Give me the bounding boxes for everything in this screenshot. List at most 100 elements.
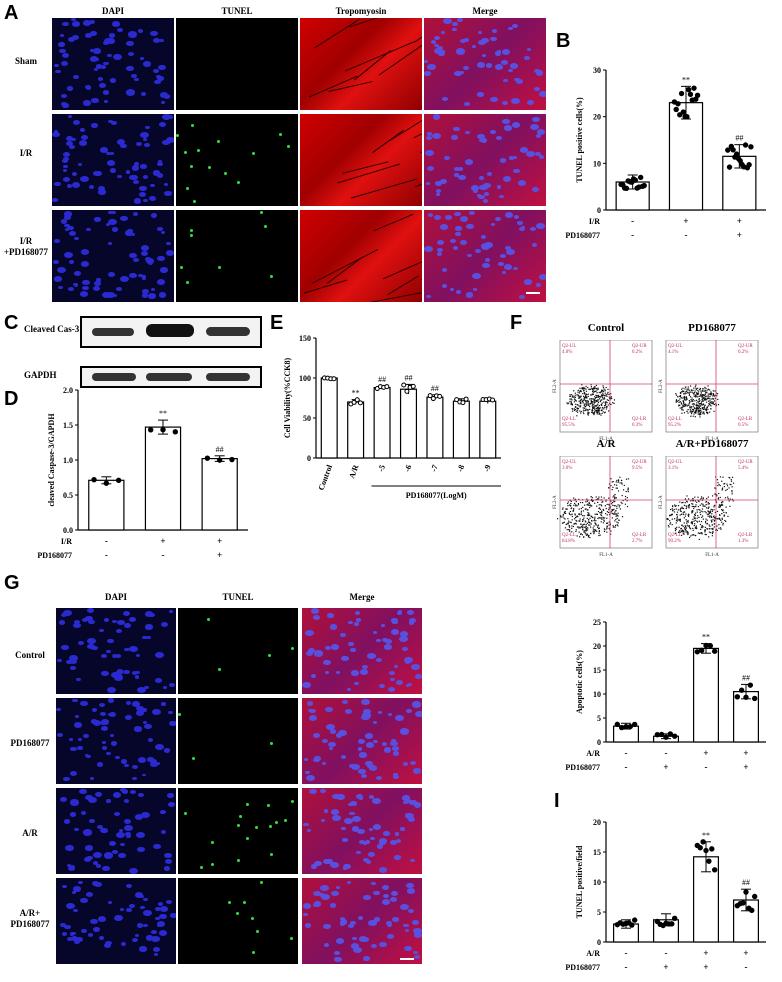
flow-event [696,528,698,530]
flow-event [587,503,589,505]
flow-event [695,394,697,396]
x-tick-label: -8 [455,464,466,473]
data-point [743,694,749,700]
flow-event [605,393,607,396]
flow-event [579,401,581,403]
flow-event [702,526,704,528]
flow-event [684,502,686,504]
flow-event [594,401,596,404]
flow-event [611,517,613,519]
micrograph-tile [424,210,546,302]
flow-event [725,489,727,492]
flow-event [608,503,610,506]
flow-event [725,506,727,508]
flow-event [692,527,694,530]
flow-event [609,397,612,399]
flow-event [613,495,615,497]
flow-event [605,500,607,502]
flow-event [565,523,567,525]
flow-event [694,400,696,402]
flow-event [709,512,711,515]
flow-event [600,521,602,523]
data-point [669,921,675,927]
data-point [160,427,166,433]
flow-event [591,497,593,499]
flow-event [713,400,716,402]
flow-y-axis-label: FL2-A [659,379,664,393]
flow-event [584,504,586,506]
micrograph-tile [302,788,422,874]
flow-event [729,498,731,500]
flow-event [676,517,678,519]
flow-event [710,402,712,404]
flow-event [712,393,714,395]
data-point [623,723,629,730]
flow-event [587,509,589,511]
flow-event [679,520,681,522]
y-tick-label: 1.0 [63,456,73,465]
micrograph-tile [52,210,174,302]
flow-event [677,505,680,507]
quadrant-label: Q2-UL [668,344,682,349]
flow-event [587,511,589,514]
flow-event [588,524,590,526]
flow-event [569,521,571,523]
flow-event [574,406,576,408]
flow-event [611,489,613,491]
flow-event [705,395,707,397]
flow-event [704,529,706,532]
quadrant-label: 3.0% [562,466,572,471]
flow-event [620,479,623,482]
flow-event [688,392,690,394]
flow-event [593,530,596,532]
flow-event [591,387,593,389]
flow-event [697,400,699,403]
flow-event [681,409,683,411]
flow-event [714,511,716,514]
flow-event [627,478,630,480]
flow-event [585,385,587,388]
flow-event [688,394,691,396]
flow-event [606,399,608,401]
flow-event [721,488,724,490]
flow-event [586,529,589,531]
flow-event [614,511,616,513]
flow-event [585,501,587,503]
flow-event [617,515,619,517]
blot-band [206,373,250,381]
flow-event [704,393,706,395]
flow-event [713,506,715,508]
flow-event [614,520,616,522]
flow-event [694,527,697,529]
flow-event [728,487,730,489]
flow-event [715,501,718,503]
flow-event [600,517,602,519]
flow-event [683,392,685,395]
flow-event [606,525,608,527]
flow-event [613,484,616,486]
flow-event [696,520,698,522]
flow-event [602,385,604,387]
flow-event [712,398,715,400]
flow-event [577,503,580,505]
flow-event [685,386,687,388]
flow-event [587,404,589,406]
flow-event [686,524,688,526]
flow-event [577,404,579,406]
flow-event [564,527,567,529]
flow-event [604,505,606,507]
flow-event [704,398,707,400]
flow-event [685,403,687,405]
flow-event [601,518,603,520]
flow-event [573,409,576,411]
flow-event [692,499,694,502]
flow-event [585,403,587,405]
flow-event [621,482,623,484]
flow-event [688,389,690,392]
flow-event [696,404,698,406]
flow-event [697,410,700,412]
flow-event [695,525,697,527]
flow-event [606,406,608,408]
flow-event [684,405,686,407]
flow-event [716,510,719,513]
